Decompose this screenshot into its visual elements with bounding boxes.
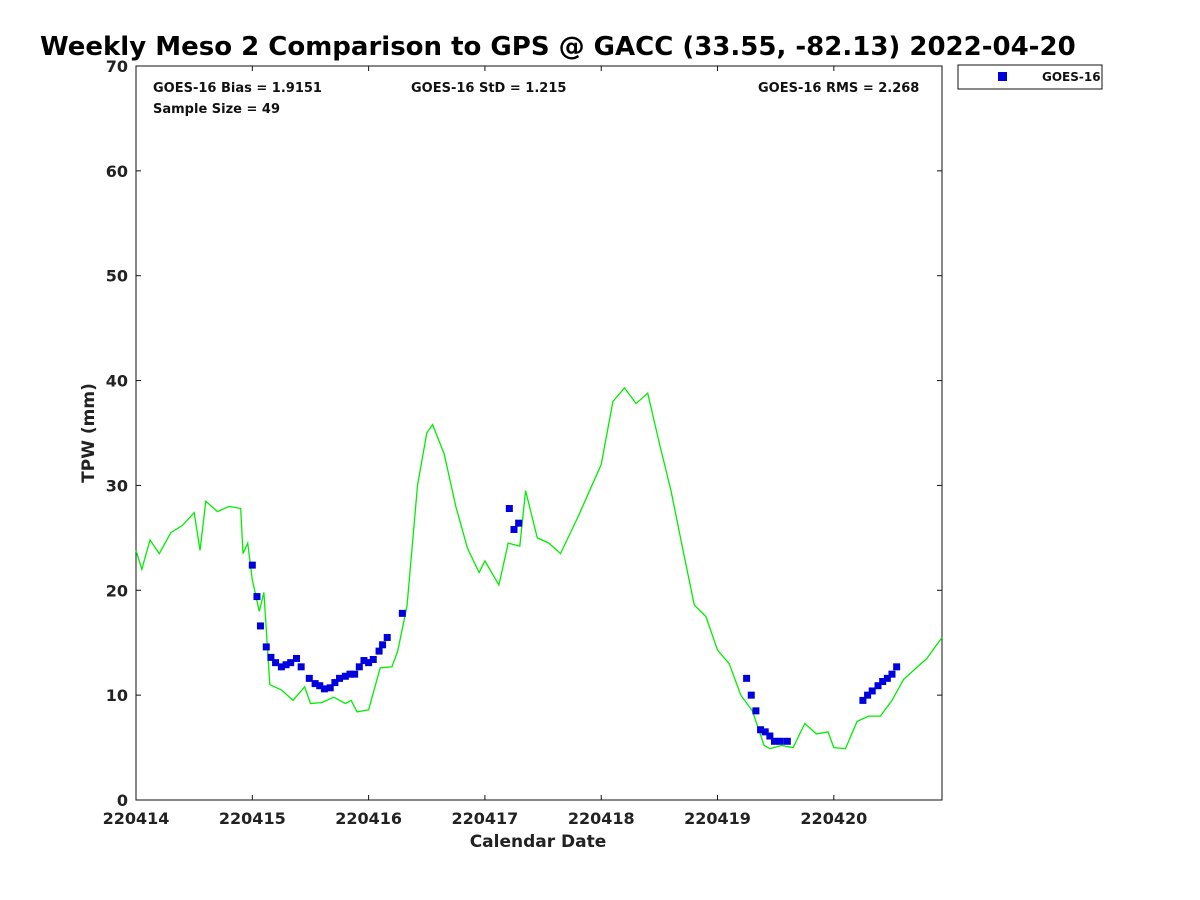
goes16-point xyxy=(365,659,373,667)
goes16-point xyxy=(752,707,760,715)
goes16-point xyxy=(375,647,383,655)
goes16-point xyxy=(282,661,290,669)
goes16-point xyxy=(743,674,751,682)
y-tick-label: 20 xyxy=(106,581,128,600)
x-tick-label: 220418 xyxy=(568,809,635,828)
goes16-point xyxy=(336,674,344,682)
goes16-point xyxy=(346,670,354,678)
goes16-point xyxy=(331,679,339,687)
goes16-point xyxy=(515,519,523,527)
goes16-point xyxy=(305,674,313,682)
goes16-point xyxy=(379,641,387,649)
goes16-point xyxy=(341,672,349,680)
y-tick-label: 30 xyxy=(106,476,128,495)
goes16-point xyxy=(272,659,280,667)
y-axis-ticks: 0 10 20 30 40 50 60 70 xyxy=(106,57,942,810)
chart-title: Weekly Meso 2 Comparison to GPS @ GACC (… xyxy=(40,32,1076,62)
goes16-point xyxy=(766,732,774,740)
goes16-point xyxy=(868,687,876,695)
goes16-point xyxy=(293,654,301,662)
goes16-point xyxy=(253,593,261,601)
goes16-point xyxy=(893,663,901,671)
goes16-point xyxy=(369,655,377,663)
goes16-point xyxy=(859,696,867,704)
goes16-point xyxy=(320,685,328,693)
legend-marker xyxy=(998,72,1007,81)
x-tick-label: 220419 xyxy=(684,809,751,828)
x-tick-label: 220414 xyxy=(103,809,170,828)
sample-size-stat: Sample Size = 49 xyxy=(153,102,280,117)
goes16-point xyxy=(355,663,363,671)
goes16-point xyxy=(776,737,784,745)
y-tick-label: 40 xyxy=(106,372,128,391)
goes16-point xyxy=(287,659,295,667)
y-tick-label: 60 xyxy=(106,162,128,181)
legend-box xyxy=(957,64,1103,90)
goes16-point xyxy=(874,682,882,690)
goes16-point xyxy=(761,728,769,736)
goes16-point xyxy=(297,663,305,671)
legend: GOES-16 xyxy=(957,64,1103,90)
goes16-point xyxy=(398,609,406,617)
goes16-point xyxy=(879,678,887,686)
goes16-point xyxy=(883,674,891,682)
x-tick-label: 220416 xyxy=(335,809,402,828)
y-axis-label: TPW (mm) xyxy=(79,383,99,483)
goes16-point xyxy=(326,684,334,692)
std-stat: GOES-16 StD = 1.215 xyxy=(411,81,566,96)
goes16-point xyxy=(383,633,391,641)
goes16-point xyxy=(747,691,755,699)
goes16-point xyxy=(888,670,896,678)
goes16-point xyxy=(351,670,359,678)
goes16-point xyxy=(311,680,319,688)
goes16-point xyxy=(505,504,513,512)
goes16-point xyxy=(248,561,256,569)
goes16-point xyxy=(771,737,779,745)
x-tick-label: 220415 xyxy=(219,809,286,828)
plot-frame xyxy=(135,65,943,801)
y-tick-label: 70 xyxy=(106,57,128,76)
goes16-point xyxy=(510,525,518,533)
goes16-point xyxy=(864,691,872,699)
y-tick-label: 10 xyxy=(106,686,128,705)
goes16-point xyxy=(277,663,285,671)
goes16-point xyxy=(256,622,264,630)
goes16-point xyxy=(262,643,270,651)
bias-stat: GOES-16 Bias = 1.9151 xyxy=(153,81,322,96)
y-tick-label: 0 xyxy=(117,791,128,810)
goes16-point xyxy=(316,682,324,690)
series-layer xyxy=(135,386,943,750)
goes16-point xyxy=(267,653,275,661)
goes16-point xyxy=(783,737,791,745)
legend-entry-goes16: GOES-16 xyxy=(1042,70,1101,84)
x-axis-label: Calendar Date xyxy=(470,832,607,852)
x-tick-label: 220420 xyxy=(800,809,867,828)
gps-tpw-line xyxy=(135,386,943,750)
x-axis-ticks: 220414 220415 220416 220417 220418 220419 2204… xyxy=(103,66,867,828)
rms-stat: GOES-16 RMS = 2.268 xyxy=(758,81,919,96)
x-tick-label: 220417 xyxy=(452,809,519,828)
goes16-point xyxy=(360,657,368,665)
goes16-point xyxy=(757,726,765,734)
y-tick-label: 50 xyxy=(106,267,128,286)
